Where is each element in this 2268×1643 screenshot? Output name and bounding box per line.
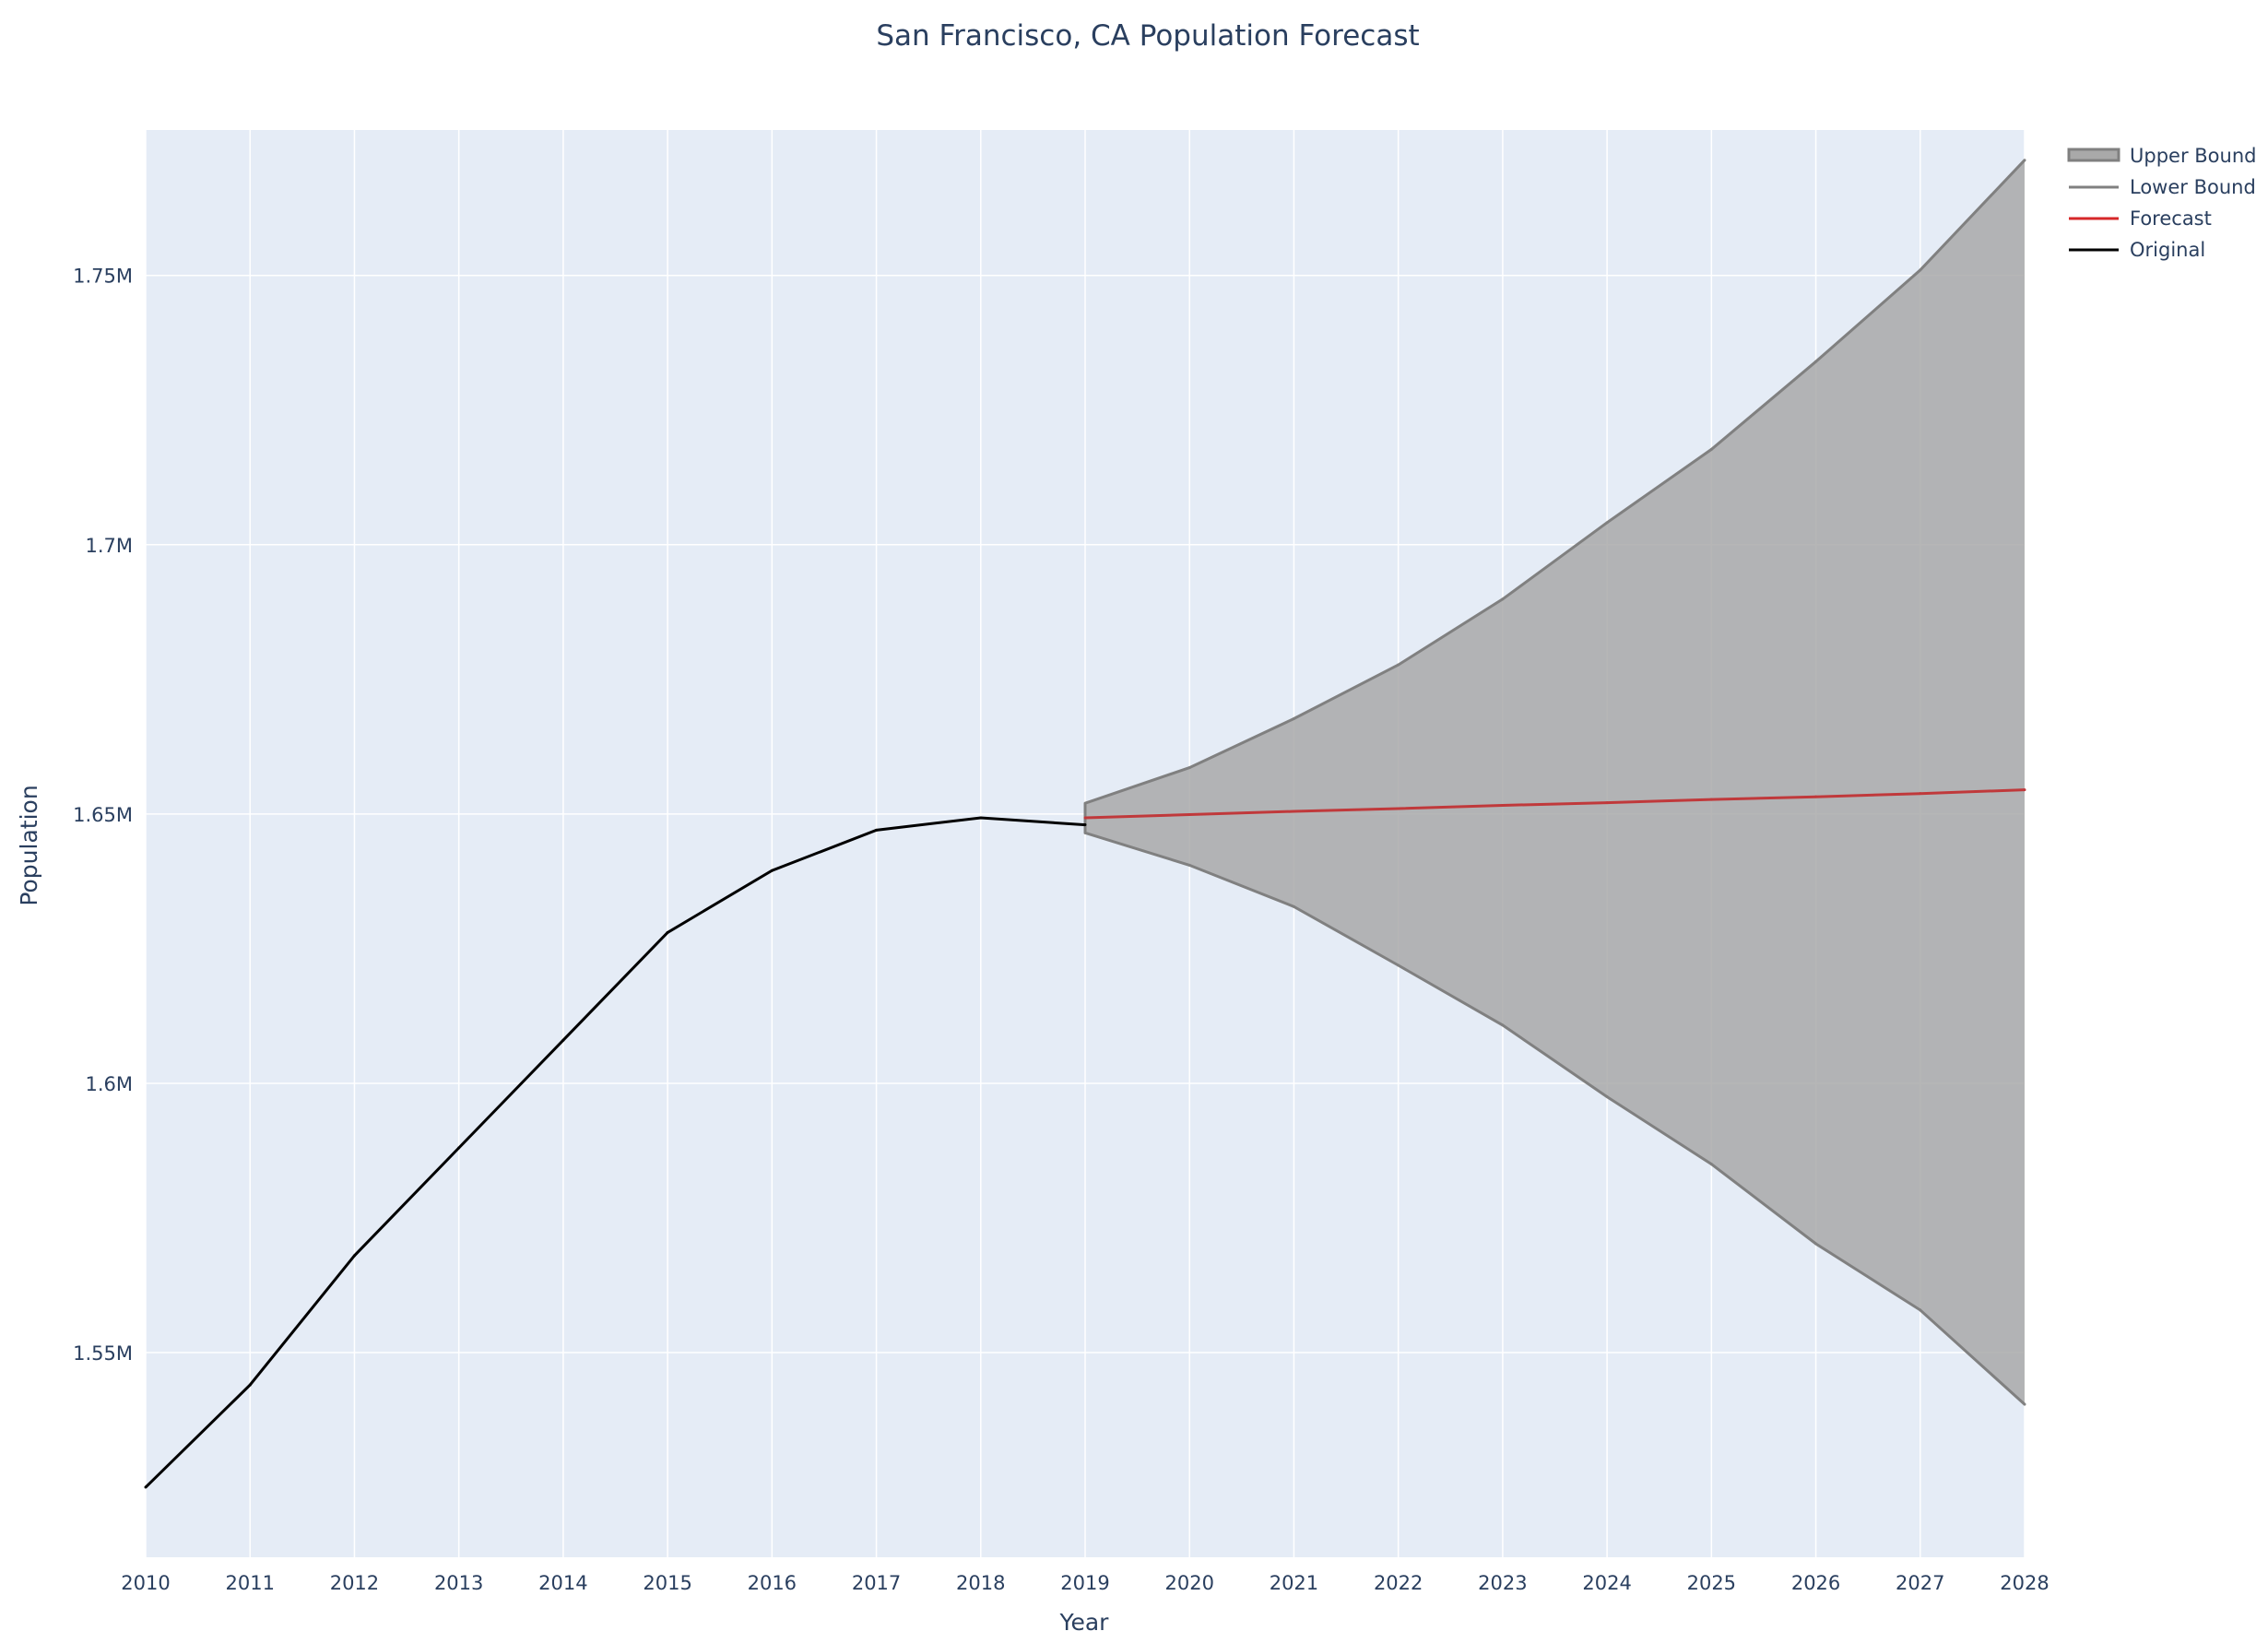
data-point-forecast: [1814, 795, 1818, 798]
y-tick-label: 1.7M: [85, 535, 133, 557]
data-point-lower: [1397, 963, 1400, 967]
x-tick-label: 2017: [852, 1572, 901, 1594]
data-point-upper: [1814, 360, 1818, 363]
data-point-forecast: [1919, 792, 1922, 796]
data-point-lower: [1605, 1095, 1609, 1099]
data-point-original: [561, 1038, 565, 1042]
x-tick-label: 2021: [1270, 1572, 1318, 1594]
data-point-forecast: [1709, 798, 1713, 801]
legend-label-upper-bound: Upper Bound: [2130, 145, 2256, 167]
y-axis-title: Population: [16, 785, 42, 905]
x-tick-label: 2014: [538, 1572, 587, 1594]
data-point-original: [666, 930, 669, 934]
data-point-forecast: [2023, 788, 2026, 792]
data-point-lower: [2023, 1402, 2026, 1406]
series-lines: [144, 159, 2026, 1489]
x-tick-label: 2013: [434, 1572, 483, 1594]
x-axis-title: Year: [1059, 1609, 1110, 1636]
y-tick-label: 1.55M: [73, 1342, 133, 1365]
data-point-upper: [1919, 268, 1922, 272]
legend-item-original[interactable]: Original: [2069, 239, 2205, 261]
legend-item-upper-bound[interactable]: Upper Bound: [2067, 145, 2256, 167]
series-lower-bound-line: [1084, 831, 2026, 1406]
data-point-upper: [2023, 159, 2026, 162]
x-tick-label: 2016: [748, 1572, 797, 1594]
data-point-upper: [1397, 663, 1400, 667]
series-upper-bound-line: [1084, 159, 2026, 805]
data-point-upper: [1187, 766, 1191, 770]
x-tick-label: 2028: [2000, 1572, 2049, 1594]
legend-swatch-upper-bound: [2067, 148, 2120, 162]
data-point-original: [979, 816, 983, 820]
data-point-original: [144, 1485, 148, 1489]
data-point-upper: [1605, 521, 1609, 525]
x-tick-label: 2026: [1791, 1572, 1840, 1594]
data-point-lower: [1501, 1023, 1505, 1027]
series-forecast-line: [1084, 788, 2026, 820]
x-tick-label: 2011: [225, 1572, 274, 1594]
series-original-line: [144, 816, 1086, 1489]
data-point-forecast: [1083, 816, 1087, 820]
legend-item-forecast[interactable]: Forecast: [2069, 207, 2212, 230]
y-axis-ticks: 1.55M 1.6M 1.65M 1.7M 1.75M: [73, 266, 133, 1365]
x-axis-ticks: 2010 2011 2012 2013 2014 2015 2016 2017 2018 2019…: [121, 1572, 2049, 1594]
data-point-lower: [1083, 831, 1087, 834]
data-point-original: [352, 1254, 356, 1258]
data-point-forecast: [1187, 812, 1191, 816]
x-tick-label: 2025: [1687, 1572, 1736, 1594]
data-point-lower: [1187, 863, 1191, 867]
data-point-upper: [1083, 801, 1087, 805]
data-point-upper: [1292, 716, 1295, 720]
confidence-band-area: [1085, 160, 2025, 1405]
chart-title: San Francisco, CA Population Forecast: [876, 19, 1419, 53]
data-point-lower: [1814, 1242, 1818, 1246]
y-tick-label: 1.65M: [73, 804, 133, 826]
x-tick-label: 2020: [1164, 1572, 1213, 1594]
data-point-original: [875, 828, 879, 832]
x-tick-label: 2010: [121, 1572, 170, 1594]
x-tick-label: 2024: [1582, 1572, 1631, 1594]
data-point-forecast: [1605, 801, 1609, 805]
data-point-lower: [1709, 1163, 1713, 1166]
legend-label-forecast: Forecast: [2130, 207, 2212, 230]
x-tick-label: 2019: [1060, 1572, 1109, 1594]
data-point-lower: [1292, 904, 1295, 908]
legend-label-lower-bound: Lower Bound: [2130, 176, 2256, 198]
data-point-lower: [1919, 1308, 1922, 1312]
legend-item-lower-bound[interactable]: Lower Bound: [2069, 176, 2256, 198]
x-tick-label: 2012: [330, 1572, 379, 1594]
y-tick-label: 1.75M: [73, 266, 133, 288]
legend-label-original: Original: [2130, 239, 2205, 261]
data-point-forecast: [1292, 810, 1295, 813]
data-point-original: [248, 1383, 252, 1387]
legend[interactable]: Upper Bound Lower Bound Forecast Origina…: [2067, 145, 2256, 261]
data-point-original: [457, 1146, 461, 1150]
data-point-upper: [1501, 597, 1505, 601]
x-tick-label: 2027: [1896, 1572, 1944, 1594]
x-tick-label: 2015: [643, 1572, 691, 1594]
data-point-original: [770, 869, 774, 872]
x-tick-label: 2018: [956, 1572, 1005, 1594]
data-point-forecast: [1501, 804, 1505, 808]
y-tick-label: 1.6M: [85, 1073, 133, 1095]
x-tick-label: 2022: [1374, 1572, 1423, 1594]
data-point-forecast: [1397, 807, 1400, 810]
data-point-upper: [1709, 447, 1713, 451]
x-tick-label: 2023: [1478, 1572, 1527, 1594]
data-point-original: [1083, 823, 1087, 827]
